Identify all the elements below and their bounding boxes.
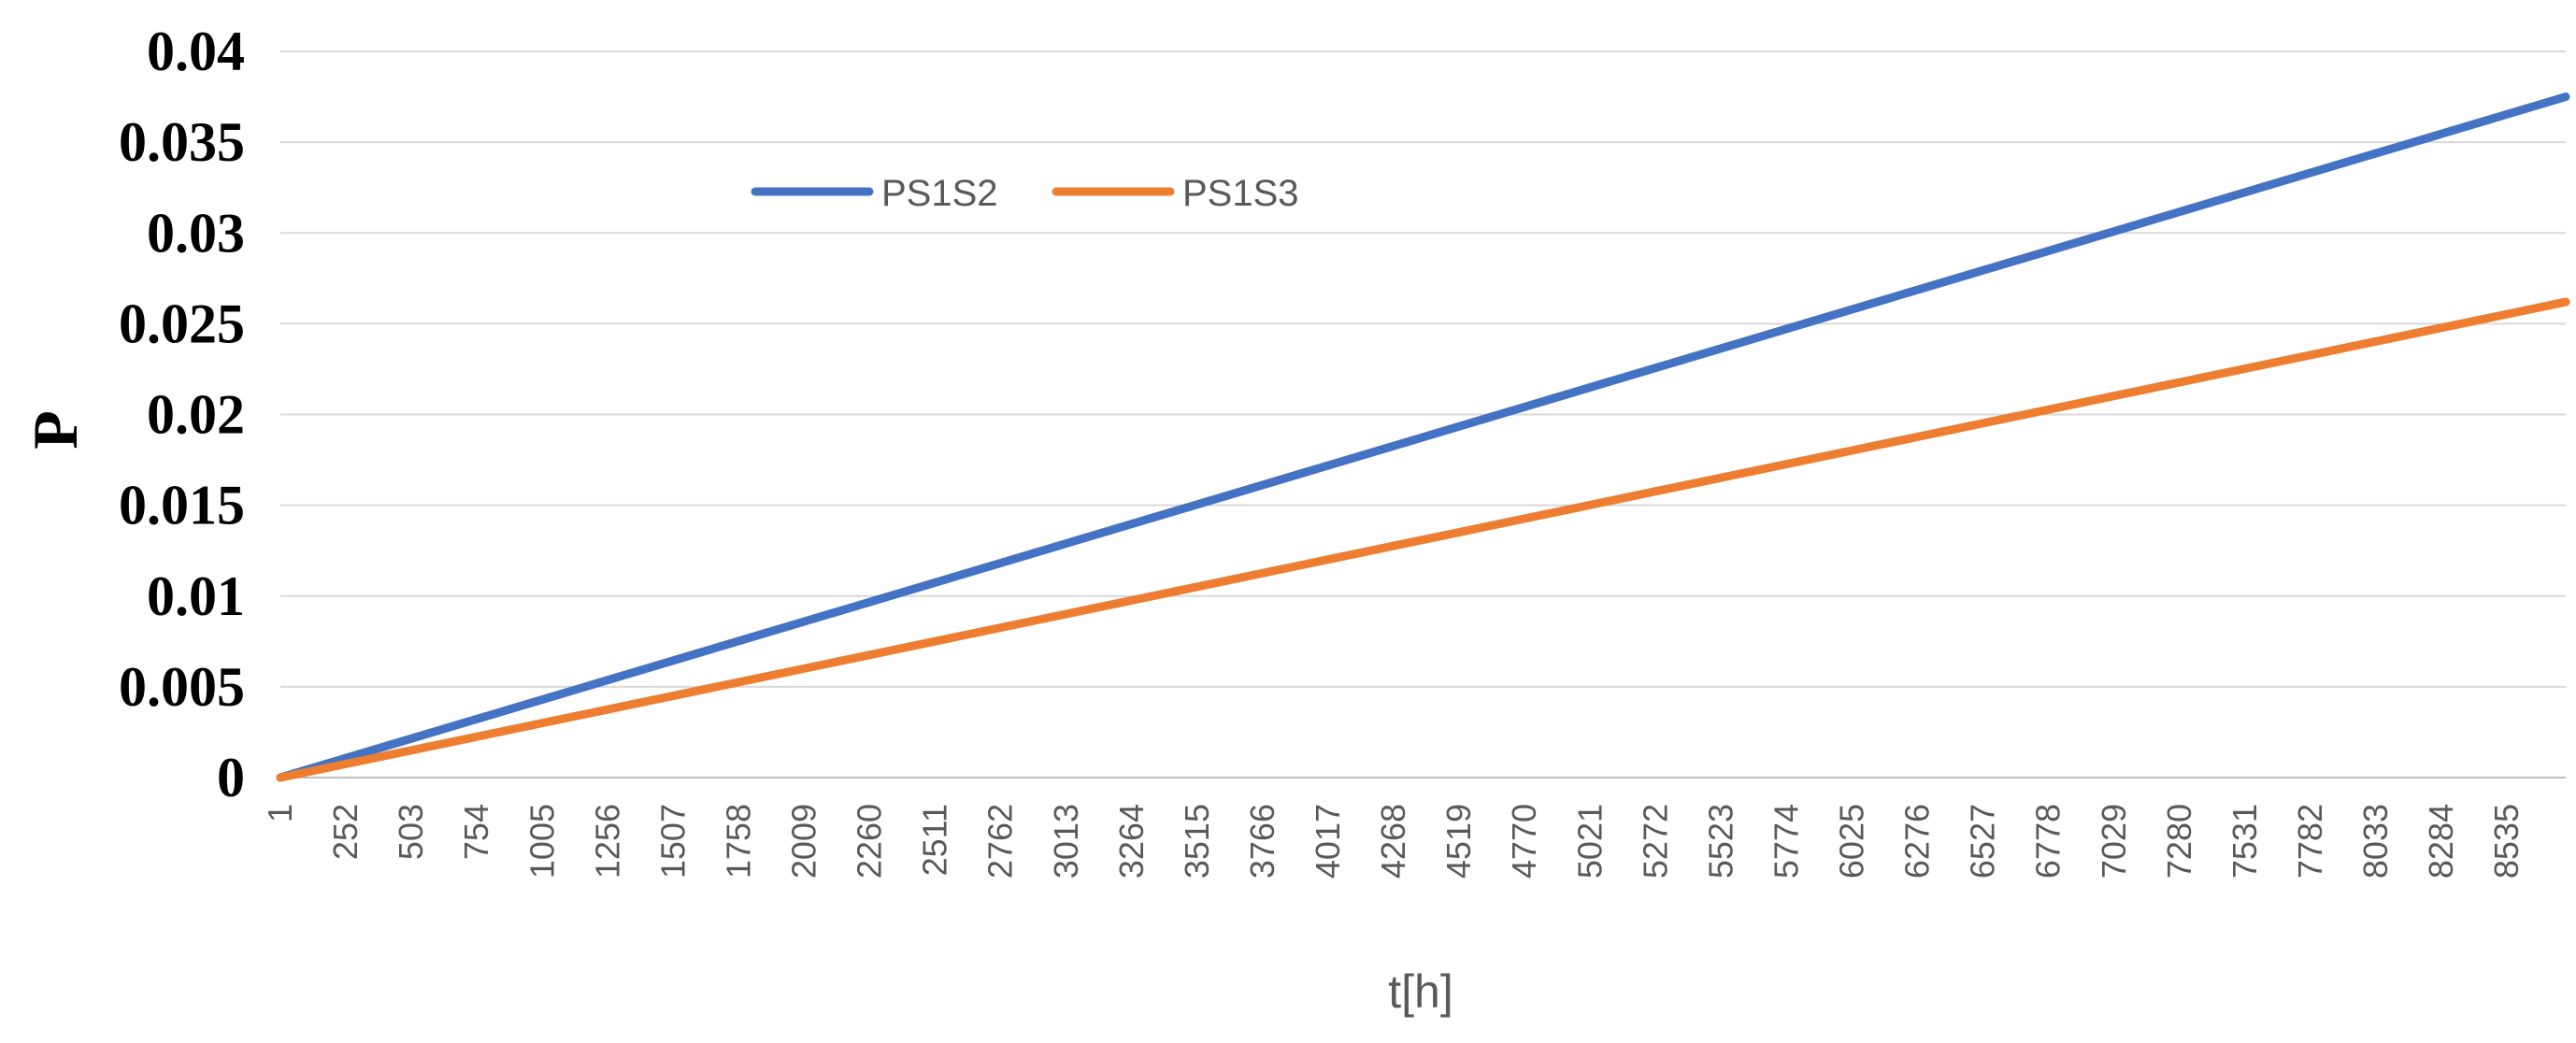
y-tick-label: 0.01	[147, 565, 245, 627]
x-axis-label: t[h]	[1388, 965, 1453, 1018]
x-tick-label: 8033	[2356, 804, 2395, 879]
y-tick-label: 0.03	[147, 202, 245, 264]
y-tick-label: 0.015	[119, 475, 245, 536]
x-tick-label: 6778	[2029, 804, 2068, 879]
x-tick-label: 503	[392, 804, 430, 860]
x-tick-label: 5523	[1701, 804, 1739, 879]
y-tick-label: 0.02	[147, 384, 245, 446]
legend-label: PS1S3	[1182, 173, 1299, 214]
x-tick-label: 754	[457, 804, 495, 860]
series-line-ps1s2	[276, 93, 2570, 782]
x-tick-label: 3515	[1178, 804, 1216, 879]
x-tick-label: 3013	[1047, 804, 1085, 879]
gridlines	[280, 50, 2566, 688]
legend: PS1S2 PS1S3	[751, 173, 1299, 214]
series-line-ps1s3	[276, 297, 2570, 782]
y-tick-label: 0.04	[147, 21, 245, 82]
x-tick-label: 252	[326, 804, 365, 860]
x-tick-label: 2762	[981, 804, 1020, 879]
x-tick-label: 1758	[719, 804, 757, 879]
x-tick-label: 5774	[1767, 804, 1805, 879]
x-tick-label: 3264	[1112, 804, 1151, 879]
y-tick-label: 0.025	[119, 293, 245, 354]
x-tick-label: 7029	[2095, 804, 2133, 879]
x-tick-label: 7531	[2225, 804, 2264, 879]
y-tick-label: 0.005	[119, 656, 245, 718]
x-tick-label: 2511	[916, 804, 954, 876]
x-tick-label: 1507	[653, 804, 692, 879]
x-tick-label: 1	[261, 804, 299, 822]
x-tick-label: 7782	[2291, 804, 2329, 879]
x-tick-label: 4770	[1505, 804, 1543, 879]
y-axis-ticks: 0 0.005 0.01 0.015 0.02 0.025 0.03 0.035 0.04	[119, 21, 245, 808]
y-tick-label: 0	[217, 747, 245, 808]
x-tick-label: 5021	[1570, 804, 1609, 879]
x-tick-label: 4268	[1374, 804, 1412, 879]
x-tick-label: 6025	[1833, 804, 1871, 879]
x-tick-label: 1005	[522, 804, 561, 879]
x-tick-label: 1256	[588, 804, 626, 879]
x-tick-label: 6527	[1964, 804, 2002, 879]
x-tick-label: 8535	[2487, 804, 2526, 879]
x-axis-ticks: 1 252 503 754 1005 1256 1507 1758 2009 2260 2511 27…	[261, 804, 2526, 879]
x-tick-label: 2260	[851, 804, 889, 879]
x-tick-label: 6276	[1898, 804, 1937, 879]
x-tick-label: 2009	[785, 804, 823, 879]
series-lines	[276, 93, 2570, 782]
x-tick-label: 4519	[1439, 804, 1478, 879]
y-axis-label: P	[20, 410, 91, 450]
x-tick-label: 5272	[1636, 804, 1674, 879]
x-tick-label: 3766	[1243, 804, 1281, 879]
x-tick-label: 8284	[2422, 804, 2460, 879]
y-tick-label: 0.035	[119, 111, 245, 173]
x-tick-label: 7280	[2160, 804, 2198, 879]
x-tick-label: 4017	[1309, 804, 1347, 879]
legend-label: PS1S2	[881, 173, 998, 214]
